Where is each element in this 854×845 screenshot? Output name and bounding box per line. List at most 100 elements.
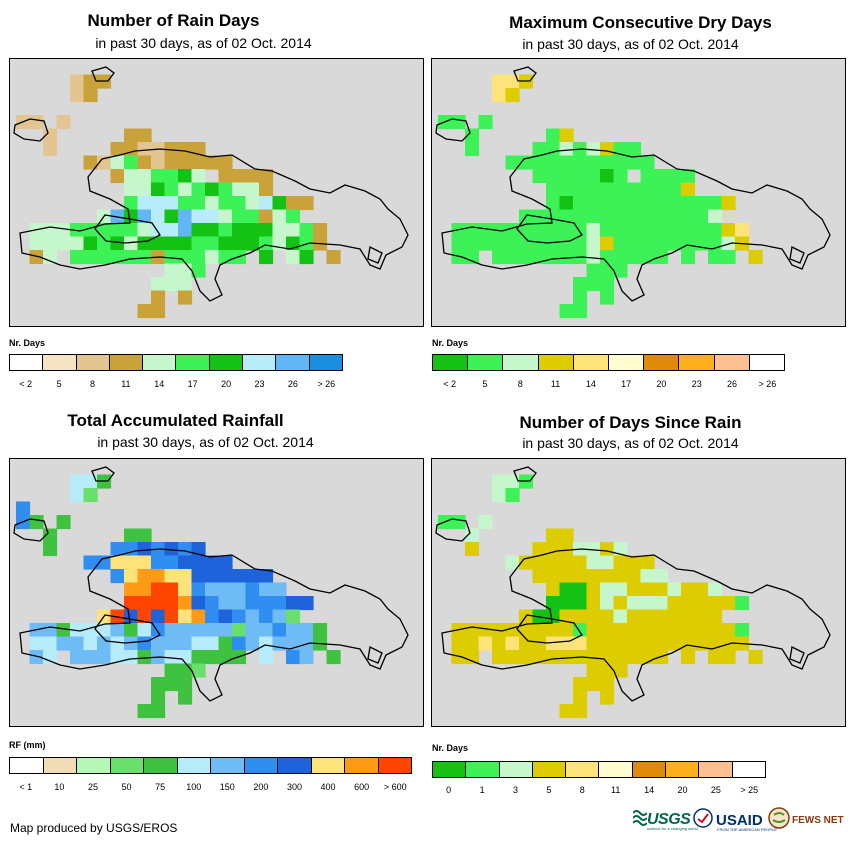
- grid-cell: [546, 236, 561, 251]
- grid-cell: [721, 650, 736, 665]
- grid-cell: [232, 169, 247, 184]
- grid-cell: [70, 236, 85, 251]
- grid-cell: [137, 223, 152, 238]
- grid-cell: [272, 223, 287, 238]
- grid-cell: [259, 596, 274, 611]
- grid-cell: [205, 650, 220, 665]
- grid-cell: [492, 88, 507, 103]
- grid-cell: [546, 182, 561, 197]
- grid-cell: [505, 555, 520, 570]
- grid-cell: [600, 169, 615, 184]
- legend-label: 5: [482, 379, 488, 389]
- grid-cell: [205, 209, 220, 224]
- grid-cell: [137, 169, 152, 184]
- grid-cell: [164, 663, 179, 678]
- grid-cell: [232, 223, 247, 238]
- grid-cell: [640, 609, 655, 624]
- legend-swatch: [714, 355, 750, 370]
- legend-swatch: [632, 762, 667, 777]
- grid-cell: [613, 196, 628, 211]
- grid-cell: [600, 142, 615, 157]
- grid-cell: [259, 223, 274, 238]
- grid-cell: [627, 596, 642, 611]
- grid-cell: [245, 196, 260, 211]
- legend-label: > 26: [758, 379, 777, 389]
- grid-cell: [627, 155, 642, 170]
- grid-cell: [164, 677, 179, 692]
- island-outline: [13, 118, 49, 142]
- legend-label: 20: [677, 785, 688, 795]
- grid-cell: [245, 182, 260, 197]
- grid-cell: [546, 650, 561, 665]
- grid-cell: [573, 609, 588, 624]
- grid-cell: [56, 115, 71, 130]
- grid-cell: [124, 609, 139, 624]
- legend-label: 11: [611, 785, 621, 795]
- map-max-dry-days[interactable]: [431, 58, 846, 327]
- grid-cell: [708, 582, 723, 597]
- grid-cell: [640, 596, 655, 611]
- map-rain-days[interactable]: [9, 58, 424, 327]
- grid-cell: [640, 636, 655, 651]
- grid-cell: [613, 169, 628, 184]
- grid-cell: [191, 263, 206, 278]
- grid-cell: [681, 169, 696, 184]
- usaid-logo[interactable]: USAID FROM THE AMERICAN PEOPLE: [693, 806, 777, 834]
- grid-cell: [110, 636, 125, 651]
- legend-label: 150: [219, 782, 235, 792]
- grid-cell: [492, 74, 507, 89]
- map-days-since-rain[interactable]: [431, 458, 846, 727]
- grid-cell: [613, 663, 628, 678]
- grid-cell: [654, 223, 669, 238]
- grid-cell: [97, 155, 112, 170]
- grid-cell: [465, 250, 480, 265]
- grid-cell: [191, 636, 206, 651]
- legend-swatch: [76, 355, 110, 370]
- grid-cell: [178, 650, 193, 665]
- panel-max-dry-days: Maximum Consecutive Dry Days in past 30 …: [427, 0, 854, 400]
- grid-cell: [259, 250, 274, 265]
- grid-cell: [205, 596, 220, 611]
- grid-cell: [559, 223, 574, 238]
- grid-cell: [573, 155, 588, 170]
- map-credit: Map produced by USGS/EROS: [10, 821, 178, 835]
- grid-cell: [326, 650, 341, 665]
- grid-cell: [627, 582, 642, 597]
- grid-cell: [708, 650, 723, 665]
- grid-cell: [559, 542, 574, 557]
- grid-cell: [29, 650, 44, 665]
- grid-cell: [694, 196, 709, 211]
- grid-cell: [600, 542, 615, 557]
- fews-globe-icon: [768, 806, 790, 834]
- grid-cell: [559, 182, 574, 197]
- grid-cell: [505, 250, 520, 265]
- grid-cell: [29, 115, 44, 130]
- panel-title: Total Accumulated Rainfall: [67, 411, 284, 430]
- grid-cell: [654, 623, 669, 638]
- grid-cell: [573, 182, 588, 197]
- grid-cell: [110, 169, 125, 184]
- legend-labels: < 2 5 8 11 14 17 20 23 26 > 26: [9, 379, 343, 391]
- grid-cell: [627, 142, 642, 157]
- fews-net-logo[interactable]: FEWS NET: [768, 806, 846, 834]
- grid-cell: [546, 582, 561, 597]
- grid-cell: [573, 582, 588, 597]
- grid-cell: [16, 501, 31, 516]
- grid-cell: [137, 582, 152, 597]
- legend-color-bar: [9, 354, 343, 371]
- grid-cell: [151, 169, 166, 184]
- grid-cell: [326, 250, 341, 265]
- grid-cell: [559, 196, 574, 211]
- grid-cell: [259, 623, 274, 638]
- grid-cell: [559, 555, 574, 570]
- usgs-logo[interactable]: USGS science for a changing world: [632, 806, 698, 834]
- legend-label: 20: [656, 379, 667, 389]
- grid-cell: [519, 650, 534, 665]
- legend-swatch: [609, 355, 645, 370]
- grid-cell: [191, 250, 206, 265]
- map-total-rainfall[interactable]: [9, 458, 424, 727]
- grid-cell: [627, 236, 642, 251]
- grid-cell: [110, 623, 125, 638]
- grid-cell: [600, 569, 615, 584]
- grid-cell: [654, 182, 669, 197]
